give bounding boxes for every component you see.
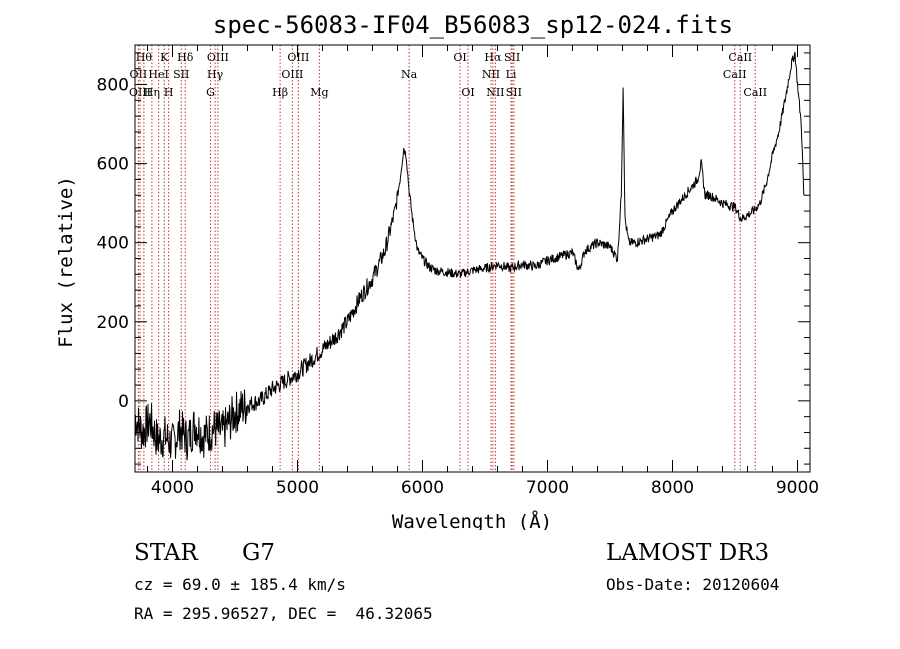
survey-name: LAMOST DR3 <box>606 540 770 566</box>
line-marker-label-9: OIII <box>207 51 229 64</box>
y-tick-label: 600 <box>97 155 129 175</box>
line-marker-label-12: OIII <box>287 51 309 64</box>
line-marker-label-17: OI <box>453 51 466 64</box>
x-tick-label: 7000 <box>526 478 569 498</box>
x-tick-label: 6000 <box>401 478 444 498</box>
line-marker-label-22: SII <box>504 51 520 64</box>
y-axis-label: Flux (relative) <box>55 176 77 348</box>
x-tick-label: 9000 <box>776 478 819 498</box>
line-marker-label-11: G <box>206 86 215 99</box>
object-class: STAR <box>134 540 198 566</box>
line-marker-label-7: H <box>164 86 174 99</box>
line-marker-label-19: Hα <box>484 51 502 64</box>
y-tick-label: 800 <box>97 76 129 96</box>
line-marker-label-5: Hη <box>144 86 160 99</box>
line-marker-label-20: NII <box>482 68 500 81</box>
line-marker-label-26: CaII <box>723 68 747 81</box>
x-tick-label: 8000 <box>651 478 694 498</box>
line-marker-label-2: OIII <box>129 86 151 99</box>
line-markers: Hθ OII OIII K HeI Hη SII H Hδ OIII Hγ G OIII OIII Hβ Mg… <box>129 45 767 472</box>
line-marker-label-25: CaII <box>728 51 752 64</box>
y-tick-label: 0 <box>118 392 129 412</box>
spectrum-line <box>135 51 805 461</box>
line-marker-label-1: OII <box>130 68 148 81</box>
line-marker-label-27: CaII <box>743 86 767 99</box>
obs-date: Obs-Date: 20120604 <box>606 575 780 594</box>
line-marker-label-3: K <box>160 51 169 64</box>
line-marker-label-15: Mg <box>310 86 328 99</box>
spectrum-chart: spec-56083-IF04_B56083_sp12-024.fits Hθ O… <box>55 11 819 530</box>
coordinates: RA = 295.96527, DEC = 46.32065 <box>134 604 433 623</box>
line-marker-label-13: OIII <box>281 68 303 81</box>
x-tick-label: 4000 <box>151 478 194 498</box>
line-marker-label-21: NII <box>486 86 504 99</box>
line-marker-label-23: Li <box>506 68 517 81</box>
chart-title: spec-56083-IF04_B56083_sp12-024.fits <box>213 11 733 39</box>
axis-ticks: 4000 5000 6000 7000 8000 9000 0 200 400 600 800 <box>97 45 819 498</box>
line-marker-label-0: Hθ <box>136 51 153 64</box>
y-tick-label: 200 <box>97 313 129 333</box>
line-marker-label-8: Hδ <box>177 51 194 64</box>
x-axis-label: Wavelength (Å) <box>392 510 552 530</box>
line-marker-label-16: Na <box>401 68 418 81</box>
line-marker-label-10: Hγ <box>207 68 224 81</box>
x-tick-label: 5000 <box>276 478 319 498</box>
line-marker-label-24: SII <box>506 86 522 99</box>
line-marker-label-18: OI <box>461 86 474 99</box>
redshift-text: cz = 69.0 ± 185.4 km/s <box>134 575 346 594</box>
line-marker-label-14: Hβ <box>272 86 288 99</box>
subclass: G7 <box>242 540 276 566</box>
line-marker-label-4: HeI <box>148 68 168 81</box>
line-marker-label-6: SII <box>173 68 189 81</box>
y-tick-label: 400 <box>97 234 129 254</box>
